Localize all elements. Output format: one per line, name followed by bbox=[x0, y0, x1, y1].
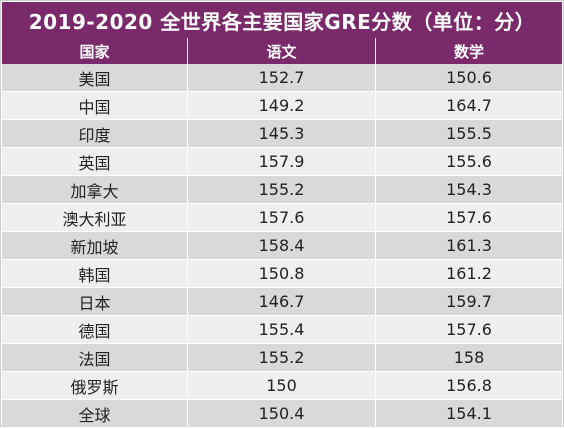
table-row: 美国 152.7 150.6 bbox=[2, 64, 562, 92]
cell-verbal: 146.7 bbox=[188, 288, 376, 315]
cell-verbal: 157.9 bbox=[188, 148, 376, 175]
table-header-row: 国家 语文 数学 bbox=[2, 38, 562, 64]
cell-verbal: 150.4 bbox=[188, 400, 376, 427]
cell-verbal: 157.6 bbox=[188, 204, 376, 231]
cell-math: 159.7 bbox=[446, 292, 492, 311]
header-country: 国家 bbox=[2, 38, 188, 64]
cell-country: 日本 bbox=[2, 288, 188, 315]
cell-math: 154.3 bbox=[446, 180, 492, 199]
table-row: 英国 157.9 155.6 bbox=[2, 148, 562, 176]
table-row: 加拿大 155.2 154.3 bbox=[2, 176, 562, 204]
cell-country: 韩国 bbox=[2, 260, 188, 287]
cell-verbal: 150.8 bbox=[188, 260, 376, 287]
cell-verbal: 152.7 bbox=[188, 64, 376, 91]
table-row: 澳大利亚 157.6 157.6 bbox=[2, 204, 562, 232]
cell-country: 印度 bbox=[2, 120, 188, 147]
cell-math: 156.8 bbox=[446, 376, 492, 395]
header-verbal: 语文 bbox=[188, 38, 376, 64]
cell-verbal: 150 bbox=[188, 372, 376, 399]
table-row: 全球 150.4 154.1 bbox=[2, 400, 562, 428]
table-body: 美国 152.7 150.6 中国 149.2 164.7 印度 145.3 1… bbox=[2, 64, 562, 428]
cell-verbal: 155.2 bbox=[188, 344, 376, 371]
cell-country: 澳大利亚 bbox=[2, 204, 188, 231]
table-row: 俄罗斯 150 156.8 bbox=[2, 372, 562, 400]
table-row: 德国 155.4 157.6 bbox=[2, 316, 562, 344]
cell-math: 161.3 bbox=[446, 236, 492, 255]
cell-country: 全球 bbox=[2, 400, 188, 427]
cell-country: 法国 bbox=[2, 344, 188, 371]
cell-math: 164.7 bbox=[446, 96, 492, 115]
cell-country: 德国 bbox=[2, 316, 188, 343]
cell-verbal: 158.4 bbox=[188, 232, 376, 259]
table-row: 印度 145.3 155.5 bbox=[2, 120, 562, 148]
cell-math: 157.6 bbox=[446, 208, 492, 227]
cell-country: 加拿大 bbox=[2, 176, 188, 203]
cell-verbal: 155.2 bbox=[188, 176, 376, 203]
table-row: 中国 149.2 164.7 bbox=[2, 92, 562, 120]
cell-country: 美国 bbox=[2, 64, 188, 91]
cell-math: 155.6 bbox=[446, 152, 492, 171]
table-row: 新加坡 158.4 161.3 bbox=[2, 232, 562, 260]
table-row: 韩国 150.8 161.2 bbox=[2, 260, 562, 288]
cell-math: 155.5 bbox=[446, 124, 492, 143]
cell-verbal: 155.4 bbox=[188, 316, 376, 343]
cell-math: 161.2 bbox=[446, 264, 492, 283]
cell-math: 157.6 bbox=[446, 320, 492, 339]
table-title: 2019-2020 全世界各主要国家GRE分数（单位：分） bbox=[2, 2, 562, 38]
table-row: 法国 155.2 158 bbox=[2, 344, 562, 372]
cell-country: 新加坡 bbox=[2, 232, 188, 259]
cell-verbal: 149.2 bbox=[188, 92, 376, 119]
cell-math: 150.6 bbox=[446, 68, 492, 87]
cell-country: 中国 bbox=[2, 92, 188, 119]
cell-country: 英国 bbox=[2, 148, 188, 175]
cell-country: 俄罗斯 bbox=[2, 372, 188, 399]
table-row: 日本 146.7 159.7 bbox=[2, 288, 562, 316]
cell-math: 158 bbox=[453, 348, 485, 367]
cell-math: 154.1 bbox=[446, 404, 492, 423]
cell-verbal: 145.3 bbox=[188, 120, 376, 147]
header-math: 数学 bbox=[453, 42, 484, 61]
